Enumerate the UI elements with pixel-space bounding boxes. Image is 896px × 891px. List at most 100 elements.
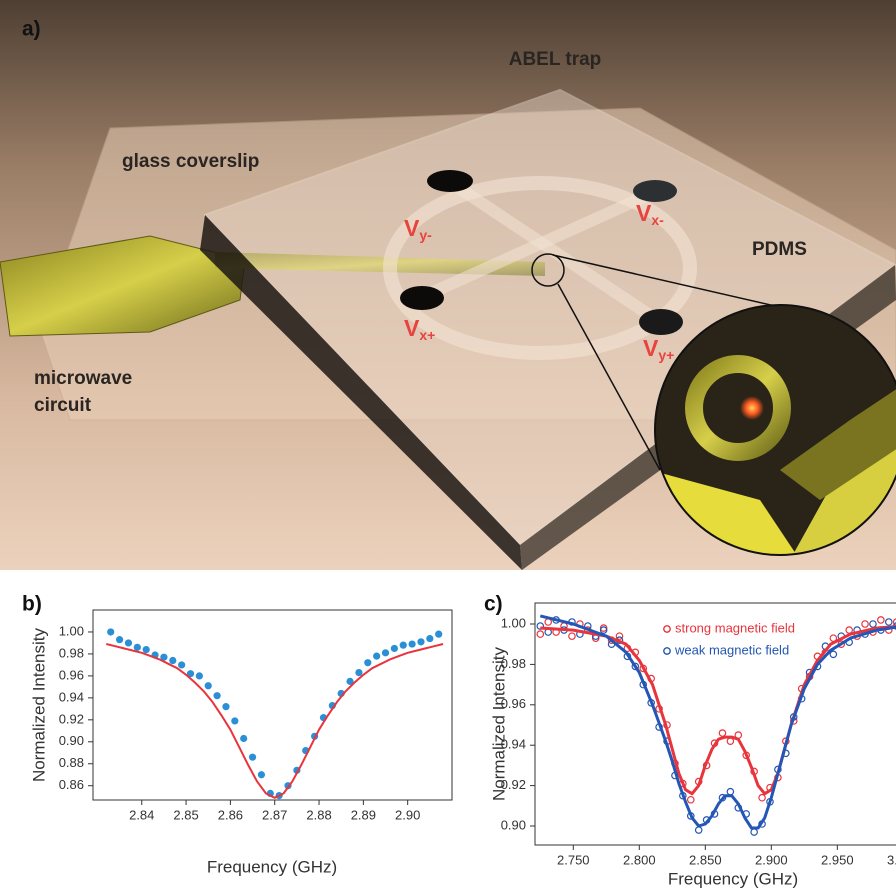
label: circuit: [34, 395, 92, 416]
fit-line: [106, 643, 444, 799]
data-point: [204, 682, 212, 690]
y-tick-label: 0.90: [501, 817, 526, 832]
y-axis-title: Normalized Intensity: [29, 628, 48, 783]
x-tick-label: 3.000: [887, 852, 896, 867]
data-point: [355, 669, 363, 677]
plot-area: [106, 628, 444, 800]
x-axis-title: Frequency (GHz): [668, 869, 798, 888]
data-point: [213, 692, 221, 700]
y-tick-label: 0.86: [59, 777, 84, 792]
data-point: [240, 734, 248, 743]
fit-line: [539, 614, 896, 830]
y-tick-label: 0.88: [59, 755, 84, 770]
data-point: [195, 672, 203, 680]
data-point: [417, 638, 425, 646]
data-point: [758, 793, 766, 802]
data-point: [750, 828, 758, 836]
x-tick-label: 2.89: [351, 807, 376, 822]
data-point: [718, 729, 727, 737]
data-point: [373, 652, 381, 660]
x-tick-label: 2.86: [218, 807, 243, 822]
label: PDMS: [752, 239, 807, 260]
y-tick-label: 0.94: [59, 689, 84, 704]
panel-label: c): [484, 593, 503, 616]
y-tick-label: 0.98: [59, 645, 84, 660]
y-tick-label: 0.96: [59, 667, 84, 682]
chart: c)Frequency (GHz)Normalized Intensity0.9…: [484, 593, 896, 888]
legend-marker: [663, 647, 671, 655]
label: ABEL trap: [509, 49, 602, 70]
panel-label: b): [22, 593, 42, 616]
x-tick-label: 2.850: [689, 852, 722, 867]
data-point: [107, 628, 115, 636]
electrode-label: Vy-: [404, 215, 432, 243]
x-tick-label: 2.85: [173, 807, 198, 822]
y-tick-label: 1.00: [59, 623, 84, 638]
x-tick-label: 2.88: [306, 807, 331, 822]
data-point: [346, 677, 354, 685]
data-point: [248, 753, 257, 761]
label: microwave: [34, 368, 132, 389]
y-tick-label: 0.98: [501, 656, 526, 671]
data-point: [829, 650, 838, 659]
y-tick-label: 0.96: [501, 696, 526, 711]
x-tick-label: 2.750: [557, 852, 590, 867]
data-point: [257, 771, 266, 779]
data-point: [877, 616, 885, 624]
data-point: [599, 626, 608, 634]
render-panel: [0, 0, 896, 570]
x-tick-label: 2.84: [129, 807, 154, 822]
x-tick-label: 2.90: [395, 807, 420, 822]
data-point: [178, 661, 186, 669]
data-point: [381, 649, 390, 657]
data-point: [615, 632, 624, 640]
plot-frame: [92, 609, 453, 801]
data-point: [231, 717, 239, 725]
data-point: [568, 632, 576, 640]
data-point: [133, 643, 141, 651]
data-point: [884, 618, 893, 626]
data-point: [186, 670, 195, 678]
electrode-label: Vx-: [636, 200, 664, 228]
data-point: [845, 626, 853, 634]
plot-area: [536, 614, 896, 836]
electrode-label: Vy+: [643, 335, 674, 363]
data-point: [686, 795, 695, 804]
x-tick-label: 2.800: [623, 852, 656, 867]
figure-a-labels: a) ABEL trap glass coverslip PDMS microw…: [22, 18, 807, 416]
plot-frame: [534, 602, 896, 846]
data-point: [142, 645, 150, 654]
data-point: [536, 630, 545, 638]
x-tick-label: 2.87: [262, 807, 287, 822]
data-point: [390, 644, 398, 653]
data-point: [222, 703, 230, 711]
legend-label: strong magnetic field: [675, 620, 795, 635]
x-tick-label: 2.900: [755, 852, 788, 867]
data-point: [694, 826, 703, 834]
chart: b) Frequency (GHz) Normalized Intensity 0.8…: [22, 593, 453, 876]
x-tick-label: 2.950: [821, 852, 854, 867]
data-point: [169, 656, 177, 665]
y-tick-label: 0.90: [59, 733, 84, 748]
y-tick-label: 0.92: [501, 777, 526, 792]
data-point: [726, 787, 735, 796]
electrode-label: Vx+: [404, 315, 435, 343]
y-axis-title: Normalized Intensity: [489, 647, 508, 802]
data-point: [869, 620, 877, 628]
data-point: [160, 653, 168, 661]
x-axis-title: Frequency (GHz): [207, 857, 337, 876]
data-point: [124, 639, 133, 647]
data-point: [115, 636, 124, 644]
y-tick-label: 0.94: [501, 737, 526, 752]
data-point: [892, 618, 896, 626]
data-point: [426, 634, 434, 643]
fit-line: [540, 625, 896, 796]
label: glass coverslip: [122, 151, 259, 172]
legend-marker: [663, 625, 671, 633]
legend-label: weak magnetic field: [674, 642, 789, 657]
y-tick-label: 1.00: [501, 615, 526, 630]
panel-label: a): [22, 18, 41, 41]
data-point: [399, 641, 407, 649]
data-point: [364, 659, 372, 667]
data-point: [435, 630, 443, 638]
